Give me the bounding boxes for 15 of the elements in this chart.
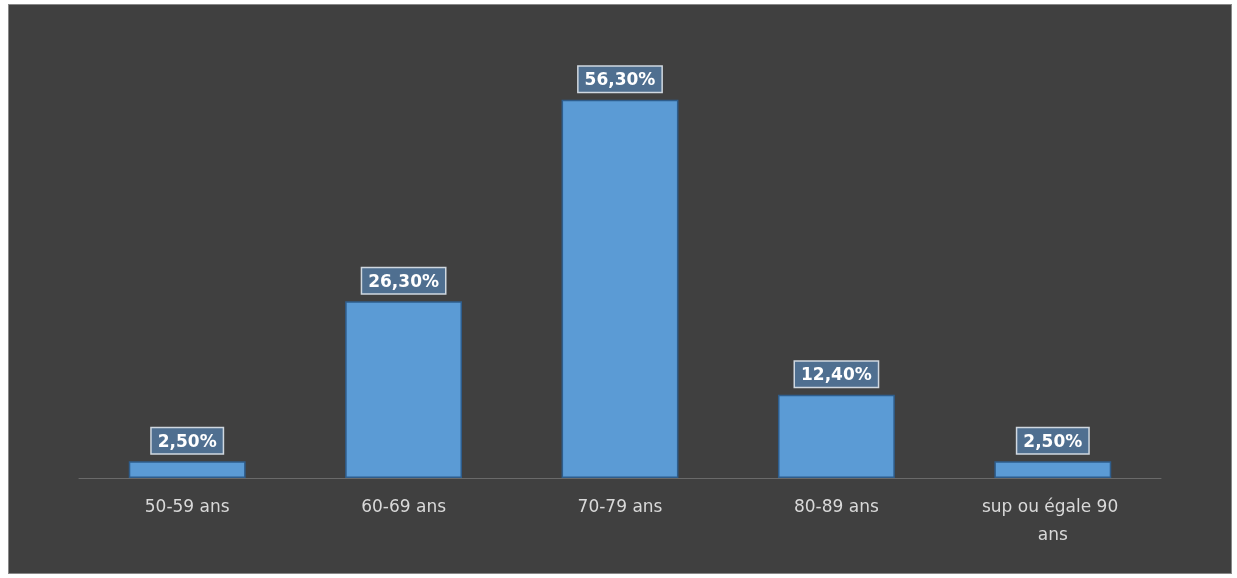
bar — [561, 99, 679, 478]
bar — [777, 394, 895, 478]
x-tick-label: 50-59 ans — [144, 496, 230, 516]
x-tick-label: 70-79 ans — [577, 496, 663, 516]
x-tick-label: 80-89 ans — [793, 496, 879, 516]
data-label: 12,40% — [800, 364, 872, 385]
data-label: 56,30% — [584, 69, 656, 90]
bar — [994, 461, 1112, 478]
bar — [345, 301, 463, 478]
data-label: 2,50% — [157, 430, 217, 451]
x-tick-label: sup ou égale 90 ans — [981, 496, 1124, 544]
data-label: 26,30% — [368, 270, 440, 291]
data-label: 2,50% — [1023, 430, 1083, 451]
bar — [128, 461, 246, 478]
x-tick-label: 60-69 ans — [361, 496, 447, 516]
